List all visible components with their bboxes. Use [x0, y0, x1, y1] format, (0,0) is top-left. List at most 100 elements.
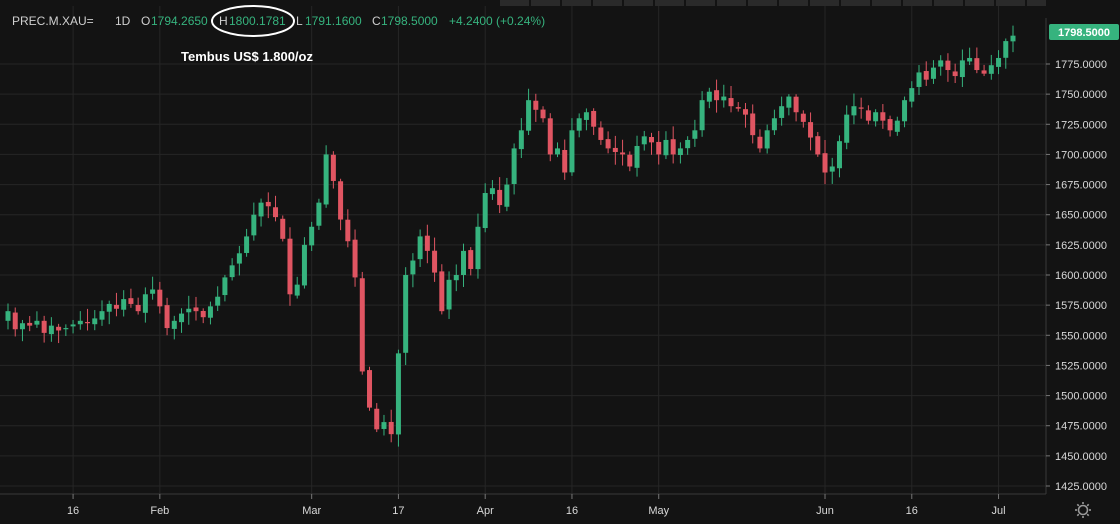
x-tick-label: 16 [67, 505, 79, 517]
candle-body [34, 320, 40, 325]
candle [894, 116, 900, 136]
candle-body [258, 202, 264, 217]
candle-body [273, 207, 279, 218]
candle-body [938, 60, 944, 67]
candle [229, 258, 235, 281]
candle [446, 271, 452, 319]
candle [482, 183, 488, 233]
candle-body [706, 91, 712, 102]
candle [301, 237, 307, 289]
candle-body [677, 148, 683, 156]
candle [916, 65, 922, 95]
candle [750, 104, 756, 144]
candle-body [562, 149, 568, 173]
candle [815, 131, 821, 157]
candle-body [902, 100, 908, 122]
candle-body [179, 313, 185, 323]
ohlc-header: PREC.M.XAU= 1D O 1794.2650 H 1800.1781 L… [12, 14, 545, 28]
candle-body [56, 326, 62, 331]
candle [92, 310, 98, 331]
candle [236, 245, 242, 276]
candle [706, 87, 712, 109]
candle-body [359, 278, 365, 372]
candle [157, 281, 163, 314]
candle [627, 151, 633, 172]
candle-body [280, 218, 286, 239]
candle [562, 139, 568, 180]
y-tick-label: 1475.0000 [1055, 421, 1107, 433]
candle [99, 300, 105, 326]
gear-icon[interactable] [1075, 502, 1091, 518]
candle [540, 106, 546, 123]
candle-body [583, 112, 589, 120]
candle [135, 297, 141, 315]
candle [533, 93, 539, 122]
candle [142, 287, 148, 323]
candle-body [865, 110, 871, 121]
toolbar-cell [934, 0, 963, 6]
candle [779, 96, 785, 126]
price-tag-text: 1798.5000 [1058, 27, 1110, 39]
y-tick-label: 1525.0000 [1055, 360, 1107, 372]
candle [930, 60, 936, 84]
low-label: L [296, 14, 303, 28]
x-tick-label: 17 [392, 505, 404, 517]
candle [63, 324, 69, 336]
toolbar-cell [965, 0, 994, 6]
candle [388, 409, 394, 443]
annotation-text: Tembus US$ 1.800/oz [181, 49, 313, 64]
candle-body [576, 118, 582, 131]
candle-body [569, 130, 575, 173]
candle [620, 139, 626, 166]
candle-body [475, 226, 481, 270]
candle [316, 198, 322, 230]
interval-label: 1D [115, 14, 131, 28]
x-axis: 16 Feb Mar 17 Apr 16 May Jun 16 Jul [0, 493, 1046, 524]
candle [771, 109, 777, 135]
toolbar-cell [872, 0, 901, 6]
low-value: 1791.1600 [305, 14, 362, 28]
candle-body [750, 113, 756, 136]
candle-body [974, 58, 980, 71]
candle [526, 88, 532, 136]
candle-body [786, 96, 792, 108]
candle-body [648, 136, 654, 143]
candle [764, 124, 770, 154]
y-tick-label: 1450.0000 [1055, 451, 1107, 463]
candle-body [171, 320, 177, 329]
candle [56, 323, 62, 344]
candle-body [996, 57, 1002, 67]
candle-body [222, 277, 228, 296]
candle-body [880, 112, 886, 121]
x-tick-label: Feb [150, 505, 169, 517]
candle-body [497, 189, 503, 206]
candle [171, 315, 177, 340]
candle [489, 180, 495, 200]
candle-body [721, 96, 727, 101]
candle-body [294, 284, 300, 296]
candle-body [70, 324, 76, 327]
toolbar-cell [655, 0, 684, 6]
candle [692, 119, 698, 147]
candle [757, 129, 763, 153]
candle-body [656, 141, 662, 155]
candle-body [19, 323, 25, 330]
candle [280, 215, 286, 242]
candle [186, 295, 192, 325]
candle [410, 253, 416, 288]
candle-body [728, 98, 734, 107]
y-tick-label: 1650.0000 [1055, 210, 1107, 222]
candle [612, 135, 618, 165]
candle-body [63, 328, 69, 330]
candle [880, 104, 886, 129]
candle-body [215, 296, 221, 306]
x-tick-label: Mar [302, 505, 321, 517]
candle [829, 157, 835, 184]
candle [106, 300, 112, 325]
candle-body [424, 235, 430, 251]
candle [273, 195, 279, 222]
toolbar-cell [748, 0, 777, 6]
symbol-label: PREC.M.XAU= [12, 14, 94, 28]
candle [323, 145, 329, 208]
